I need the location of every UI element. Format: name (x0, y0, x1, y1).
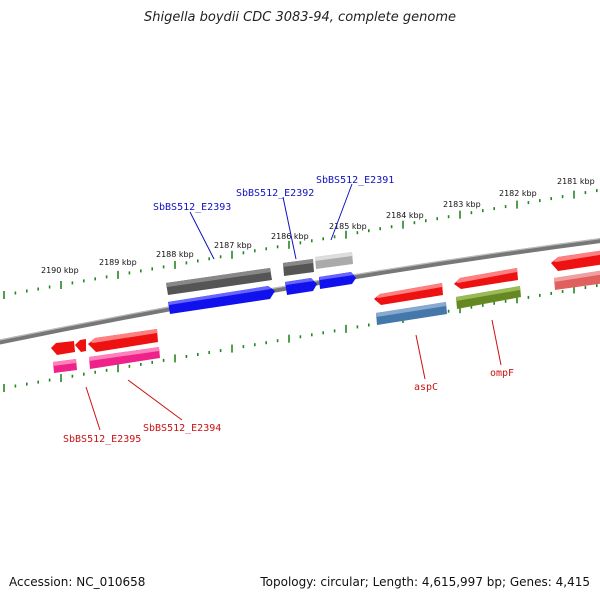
label-e2392: SbBS512_E2392 (236, 188, 314, 199)
kbp-label-2181: 2181 kbp (557, 177, 595, 186)
feature-e2394[interactable] (88, 329, 160, 369)
connector-e2391 (330, 183, 353, 241)
connector-e2392 (282, 196, 297, 260)
genome-summary-text: Topology: circular; Length: 4,615,997 bp… (260, 575, 590, 589)
connector-e2394 (127, 379, 183, 421)
label-aspc: aspC (414, 382, 438, 393)
map-title: Shigella boydii CDC 3083-94, complete ge… (143, 10, 457, 25)
kbp-label-2184: 2184 kbp (386, 211, 424, 220)
connector-e2395 (85, 386, 101, 431)
label-e2391: SbBS512_E2391 (316, 175, 394, 186)
feature-e2393[interactable] (166, 268, 275, 314)
kbp-label-2185: 2185 kbp (329, 222, 367, 231)
feature-e2395[interactable] (51, 339, 86, 373)
feature-e2392[interactable] (283, 259, 317, 295)
kbp-label-2189: 2189 kbp (99, 258, 137, 267)
kbp-label-2188: 2188 kbp (156, 250, 194, 259)
accession-text: Accession: NC_010658 (9, 575, 146, 589)
label-e2395: SbBS512_E2395 (63, 434, 141, 445)
feature-ompf[interactable] (454, 268, 521, 309)
label-e2393: SbBS512_E2393 (153, 202, 231, 213)
label-e2394: SbBS512_E2394 (143, 423, 221, 434)
feature-right-edge[interactable] (551, 250, 600, 290)
connector-ompf (491, 319, 502, 366)
feature-e2391[interactable] (315, 252, 356, 289)
kbp-label-2186: 2186 kbp (271, 232, 309, 241)
upper-scale (3, 189, 598, 299)
connector-e2393 (189, 211, 215, 260)
kbp-label-2187: 2187 kbp (214, 241, 252, 250)
label-ompf: ompF (490, 368, 514, 379)
feature-aspc[interactable] (374, 283, 447, 325)
kbp-label-2190: 2190 kbp (41, 266, 79, 275)
kbp-label-2182: 2182 kbp (499, 189, 537, 198)
kbp-label-2183: 2183 kbp (443, 200, 481, 209)
connector-aspc (415, 334, 426, 380)
